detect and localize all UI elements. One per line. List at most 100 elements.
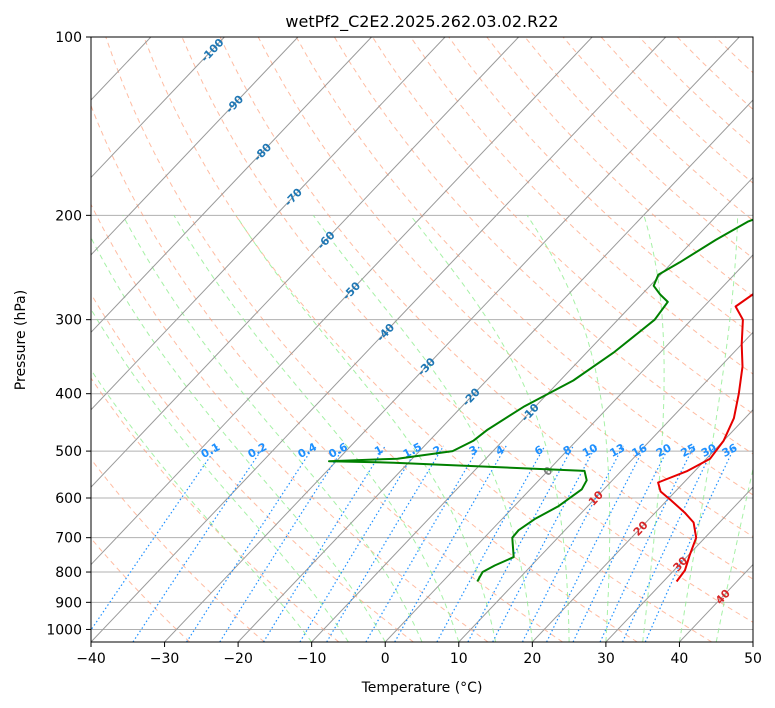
dry-adiabat-line xyxy=(91,104,563,642)
mixing-ratio-line xyxy=(299,445,420,642)
y-tick-label: 600 xyxy=(55,491,82,507)
mixing-ratio-line xyxy=(521,445,624,642)
y-tick-label: 100 xyxy=(55,30,82,46)
dry-adiabat-line xyxy=(91,292,414,642)
mixing-ratio-line xyxy=(622,445,715,642)
x-tick-label: −40 xyxy=(76,651,106,667)
mixing-ratio-line xyxy=(599,445,695,642)
isotherm-line xyxy=(91,37,225,179)
isotherm-line xyxy=(91,37,520,488)
isotherm-line xyxy=(0,37,77,642)
x-tick-label: −30 xyxy=(150,651,180,667)
mixing-ratio-label: 10 xyxy=(580,441,600,460)
moist-adiabat-line xyxy=(642,215,665,642)
mixing-ratio-label: 30 xyxy=(699,441,719,460)
isotherm-line xyxy=(0,37,4,642)
mixing-ratio-label: 4 xyxy=(494,443,507,458)
x-tick-label: 50 xyxy=(744,651,762,667)
dry-adiabat-line xyxy=(295,37,753,496)
x-tick-label: 40 xyxy=(671,651,689,667)
y-tick-label: 1000 xyxy=(46,622,82,638)
isotherm-line xyxy=(752,641,753,642)
x-tick-label: −10 xyxy=(297,651,327,667)
x-axis: −40 −30 −20 −10 0 10 20 30 40 50 xyxy=(76,642,762,667)
dry-adiabat-line xyxy=(91,377,340,642)
mixing-ratio-label: 13 xyxy=(608,441,628,460)
moist-adiabat-line xyxy=(91,236,386,642)
isotherm-line xyxy=(91,37,372,334)
dry-adiabat-line xyxy=(181,37,753,623)
mixing-ratio-label: 6 xyxy=(532,443,545,458)
moist-adiabat-line xyxy=(715,467,753,642)
moist-adiabat-line xyxy=(122,215,423,642)
y-axis: 100 200 300 400 500 600 700 800 900 1000 xyxy=(46,30,91,638)
isotherm-line xyxy=(605,486,753,642)
profile-lines xyxy=(328,218,753,583)
isotherm-line xyxy=(311,176,753,642)
mixing-ratio-label: 2 xyxy=(431,443,444,458)
x-axis-title: Temperature (°C) xyxy=(361,680,483,696)
moist-adiabat-line xyxy=(235,215,497,642)
x-tick-label: 20 xyxy=(523,651,541,667)
mixing-ratio-label: 36 xyxy=(720,441,740,460)
moist-adiabat-line xyxy=(173,215,460,642)
temperature-profile xyxy=(657,293,753,583)
moist-adiabat-line xyxy=(91,308,349,642)
mixing-ratio-label: 0.6 xyxy=(326,440,350,461)
mixing-ratio-label: 25 xyxy=(679,441,699,460)
mixing-ratio-line xyxy=(436,445,546,642)
moist-adiabat-line xyxy=(312,215,533,642)
y-axis-title: Pressure (hPa) xyxy=(13,290,29,390)
isotherm-label: -100 xyxy=(198,36,227,65)
y-tick-label: 900 xyxy=(55,595,82,611)
mixing-ratio-line xyxy=(492,445,597,642)
isotherm-line xyxy=(91,37,299,256)
isotherm-line xyxy=(91,37,593,566)
x-tick-label: 10 xyxy=(450,651,468,667)
dry-adiabat-line xyxy=(600,37,753,184)
mixing-ratio-label: 3 xyxy=(467,443,480,458)
isotherm-line xyxy=(164,37,740,642)
mixing-ratio-line xyxy=(326,445,445,642)
dry-adiabat-line xyxy=(524,37,753,259)
mixing-ratio-label: 1 xyxy=(372,443,385,458)
dry-adiabat-line xyxy=(91,458,265,642)
dry-adiabat-line xyxy=(257,37,753,538)
mixing-ratio-line xyxy=(219,445,346,642)
mixing-ratio-line xyxy=(262,445,386,642)
mixing-ratio-label: 20 xyxy=(654,441,674,460)
dry-adiabat-line xyxy=(410,37,753,375)
mixing-ratio-line xyxy=(132,445,265,642)
isotherm-line xyxy=(91,37,446,411)
isotherm-line xyxy=(531,408,753,642)
x-tick-label: 30 xyxy=(597,651,615,667)
dry-adiabat-line xyxy=(638,37,753,147)
mixing-ratio-line xyxy=(572,445,670,642)
y-tick-label: 200 xyxy=(55,208,82,224)
dry-adiabat-line xyxy=(715,37,753,74)
mixing-ratio-line xyxy=(467,445,574,642)
mixing-ratio-line xyxy=(546,445,646,642)
background-lines xyxy=(0,37,753,642)
y-tick-label: 400 xyxy=(55,387,82,403)
y-tick-label: 300 xyxy=(55,313,82,329)
dry-adiabat-line xyxy=(562,37,753,222)
mixing-ratio-line xyxy=(186,445,315,642)
y-tick-label: 700 xyxy=(55,531,82,547)
moist-adiabat-line xyxy=(526,215,611,642)
mixing-ratio-label: 0.1 xyxy=(199,440,222,461)
dry-adiabat-line xyxy=(448,37,753,336)
x-tick-label: 0 xyxy=(381,651,390,667)
mixing-ratio-line xyxy=(394,445,507,642)
chart-title: wetPf2_C2E2.2025.262.03.02.R22 xyxy=(285,12,558,32)
mixing-ratio-label: 16 xyxy=(630,441,650,460)
plot-frame xyxy=(90,36,754,643)
isotherm-line xyxy=(91,37,667,642)
moist-adiabat-line xyxy=(91,368,313,642)
dry-adiabat-line xyxy=(143,37,713,642)
y-tick-label: 500 xyxy=(55,444,82,460)
mixing-ratio-line xyxy=(365,445,481,642)
isotherm-line xyxy=(384,254,753,642)
